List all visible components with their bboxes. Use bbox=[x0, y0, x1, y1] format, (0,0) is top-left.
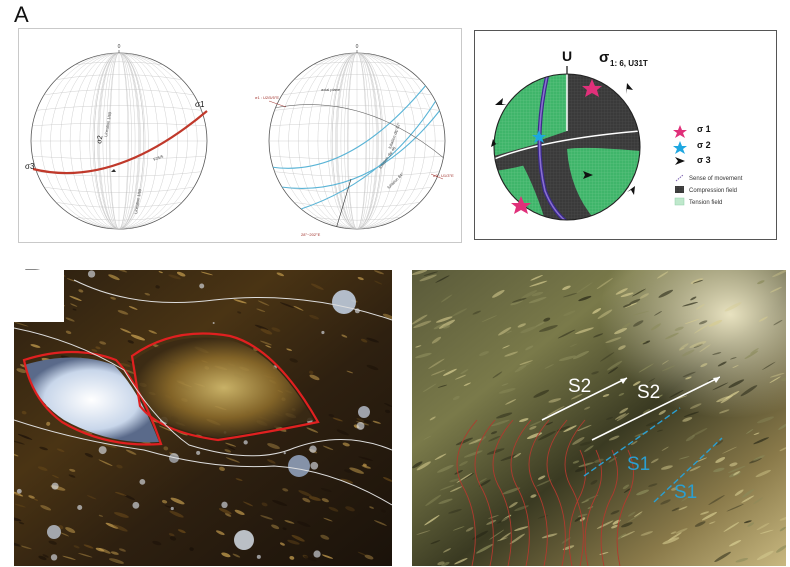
legend-label: Sense of movement bbox=[689, 176, 743, 182]
lineation-label-upper: Lineation 1/60 bbox=[103, 111, 112, 137]
legend: σ 1 σ 2 σ 3 Sense of movement Compression fi… bbox=[673, 124, 743, 206]
sigma1-label: σ1 bbox=[195, 100, 205, 109]
stereonet-middle: 0 σ1 : U2/5/5°E axial plane foliation di… bbox=[255, 44, 454, 237]
plane-label-a: axial plane bbox=[321, 87, 341, 92]
legend-label: Tension field bbox=[689, 200, 722, 206]
legend-item: Sense of movement bbox=[675, 174, 743, 182]
s2-line-1 bbox=[541, 377, 628, 421]
foliation-plane-3 bbox=[300, 88, 444, 210]
micrograph-left-image bbox=[14, 270, 392, 566]
trace-label: F25/5 bbox=[153, 153, 165, 161]
void-outline bbox=[22, 350, 163, 446]
legend-compression-swatch bbox=[675, 186, 684, 193]
pole-marker bbox=[111, 169, 116, 172]
north-label: 0 bbox=[356, 44, 359, 50]
movement-arrow-1 bbox=[495, 98, 507, 105]
s1-line-1 bbox=[583, 407, 681, 477]
legend-label: Compression field bbox=[689, 188, 737, 194]
right-dihedra-title-sigma: σ bbox=[599, 49, 609, 66]
pressure-shadow-void bbox=[24, 357, 159, 443]
north-label: 0 bbox=[118, 44, 121, 50]
legend-arrow-icon bbox=[675, 157, 685, 165]
sigma1-star-bottom bbox=[511, 196, 531, 214]
sigma3-arrow bbox=[583, 171, 593, 179]
clast-outline bbox=[130, 332, 320, 442]
fold-axis-label: 28°~202°E bbox=[301, 232, 321, 237]
crenulation-traces bbox=[456, 419, 634, 566]
sigma2-label: σ2 bbox=[96, 135, 104, 144]
panel-letter-a: A bbox=[14, 2, 29, 27]
legend-star-icon bbox=[673, 141, 687, 154]
s1-line-2 bbox=[653, 437, 723, 503]
wulff-grid bbox=[269, 53, 445, 229]
micrograph-right: S2 S2 S1 S1 bbox=[412, 270, 786, 566]
legend-movement-icon bbox=[675, 174, 684, 182]
foliation-plane-2 bbox=[280, 108, 442, 189]
s1-label-1: S1 bbox=[627, 454, 650, 475]
corner-mask bbox=[14, 270, 64, 322]
stereonet-frame: 0 σ1 σ3 σ2 Lineation 1/60 F25/5 Lineatio… bbox=[18, 28, 462, 243]
foliation-trace-3 bbox=[73, 279, 392, 321]
wulff-grid bbox=[31, 53, 207, 229]
movement-arrow-3 bbox=[626, 83, 633, 94]
right-dihedra-title-sub: 1: 6, U31T bbox=[610, 59, 648, 68]
legend-item: σ 2 bbox=[673, 140, 711, 154]
right-dihedra-diagram: U σ 1: 6, U31T σ 1 σ 2 σ 3 Sense of movemen… bbox=[491, 48, 743, 221]
movement-arrow-4 bbox=[627, 186, 635, 195]
great-circle-trace bbox=[32, 110, 208, 175]
foliation-trace-1 bbox=[14, 327, 392, 457]
legend-label: σ 1 bbox=[697, 124, 711, 134]
sigma2-star bbox=[532, 130, 546, 143]
foliation-trace-2 bbox=[14, 419, 392, 506]
legend-star-icon bbox=[673, 125, 687, 138]
fold-axis-line bbox=[335, 178, 352, 229]
legend-tension-swatch bbox=[674, 197, 685, 206]
north-label: U bbox=[562, 48, 572, 64]
s2-label-1: S2 bbox=[568, 376, 591, 397]
s2-line-2 bbox=[591, 376, 721, 441]
sigma3-label: σ3 bbox=[25, 162, 35, 171]
legend-item: Tension field bbox=[674, 197, 722, 206]
legend-item: σ 3 bbox=[675, 155, 711, 165]
micrograph-right-image: S2 S2 S1 S1 bbox=[412, 270, 786, 566]
movement-arrow-2 bbox=[491, 139, 500, 147]
s2-label-2: S2 bbox=[637, 382, 660, 403]
legend-item: Compression field bbox=[675, 186, 737, 194]
sigma1-label: σ1 : U2/5/5°E bbox=[255, 95, 279, 100]
legend-label: σ 2 bbox=[697, 140, 711, 150]
sigma3-label: σ3 : U1/3°E bbox=[433, 173, 454, 178]
crenulation-texture bbox=[412, 270, 786, 566]
foliation-plane-1 bbox=[270, 78, 432, 169]
micrograph-left bbox=[14, 270, 392, 566]
right-dihedra-panel: U σ 1: 6, U31T σ 1 σ 2 σ 3 Sense of movemen… bbox=[474, 30, 777, 240]
sigma1-star-top bbox=[582, 79, 602, 97]
legend-label: σ 3 bbox=[697, 155, 711, 165]
s1-label-2: S1 bbox=[674, 482, 697, 503]
legend-item: σ 1 bbox=[673, 124, 711, 138]
porphyroclast bbox=[134, 337, 314, 438]
lineation-label-lower: Lineation 1/60 bbox=[133, 188, 142, 214]
stereonet-left: 0 σ1 σ3 σ2 Lineation 1/60 F25/5 Lineatio… bbox=[25, 44, 208, 230]
axial-plane bbox=[269, 104, 445, 160]
